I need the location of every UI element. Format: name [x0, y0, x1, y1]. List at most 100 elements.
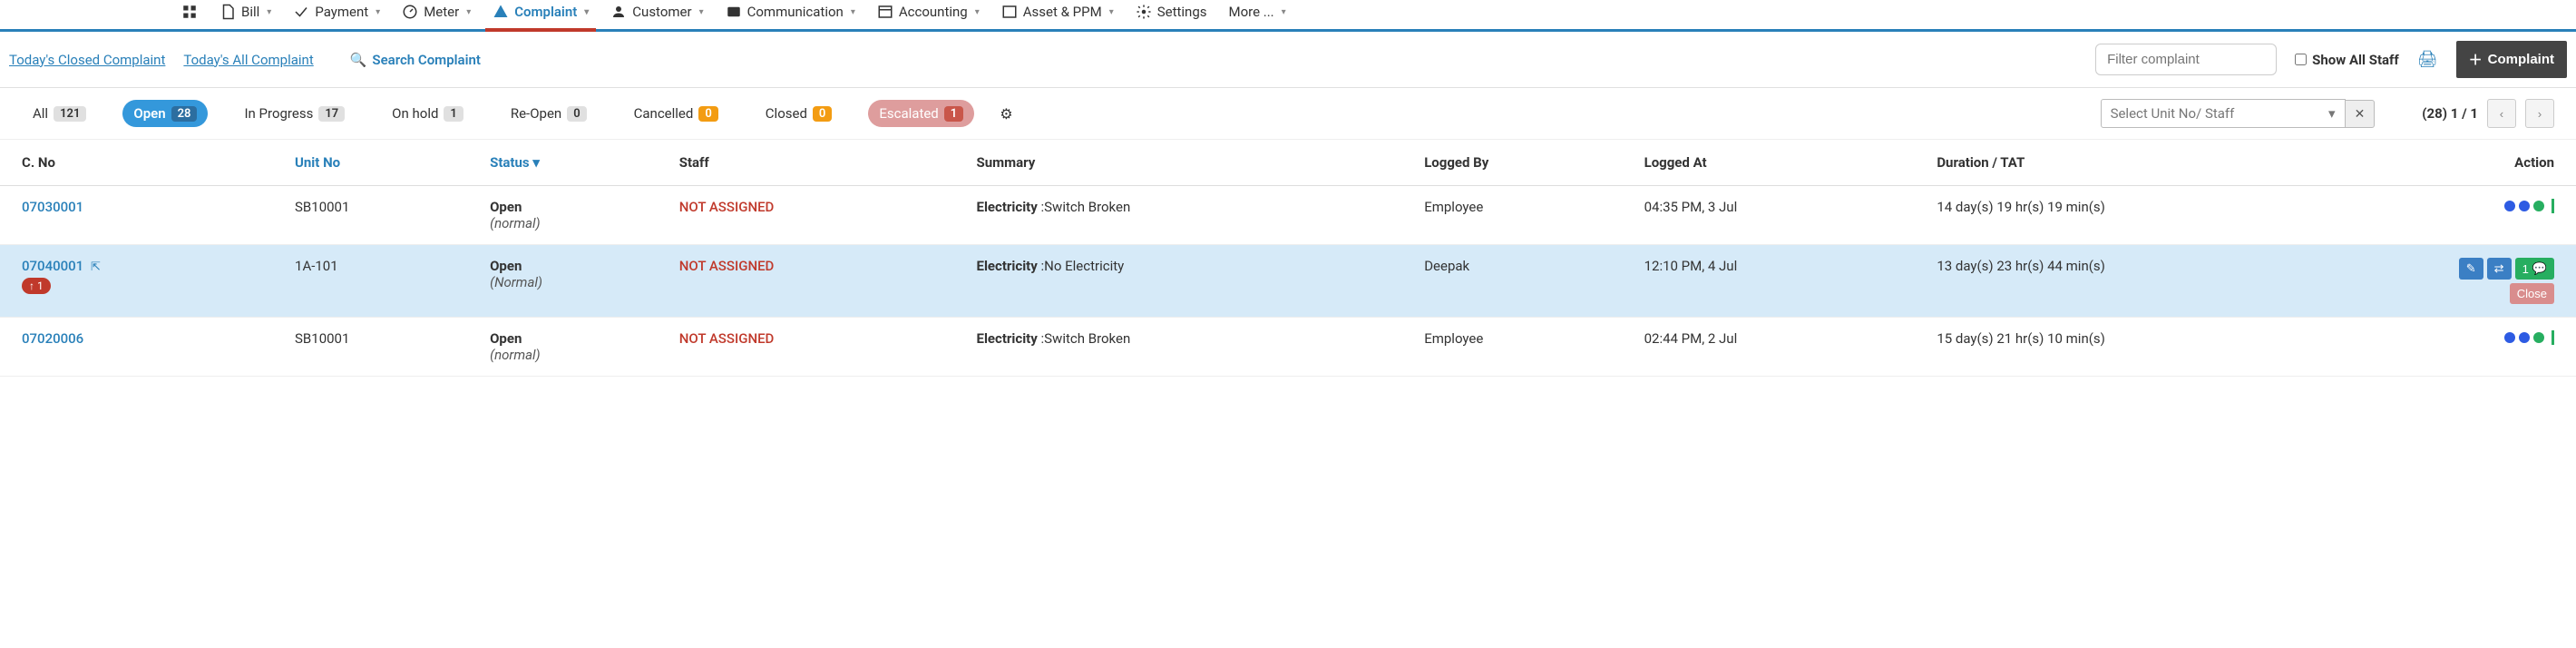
- plus-icon: ＋: [2469, 50, 2483, 69]
- print-icon[interactable]: 🖨: [2417, 50, 2438, 69]
- dot-icon: [2533, 201, 2544, 211]
- logged-at: 04:35 PM, 3 Jul: [1634, 186, 1927, 245]
- nav-meter[interactable]: Meter ▾: [402, 0, 471, 24]
- filter-label: Closed: [766, 105, 807, 122]
- show-all-checkbox[interactable]: [2295, 54, 2307, 65]
- th-loggedat[interactable]: Logged At: [1634, 140, 1927, 186]
- nav-communication[interactable]: Communication▾: [726, 0, 855, 24]
- search-complaint[interactable]: 🔍 Search Complaint: [350, 52, 481, 68]
- complaint-no[interactable]: 07020006: [22, 330, 83, 347]
- filter-inprogress[interactable]: In Progress 17: [233, 100, 356, 127]
- th-summary[interactable]: Summary: [966, 140, 1414, 186]
- unit-select-dropdown[interactable]: Select Unit No/ Staff ▾: [2101, 99, 2346, 128]
- complaint-no[interactable]: 07040001: [22, 258, 83, 274]
- todays-all-link[interactable]: Today's All Complaint: [183, 52, 313, 68]
- th-action[interactable]: Action: [2249, 140, 2576, 186]
- filter-onhold[interactable]: On hold 1: [381, 100, 474, 127]
- filter-label: All: [33, 105, 48, 122]
- status: Open: [490, 330, 522, 347]
- filter-complaint-input[interactable]: [2095, 44, 2277, 75]
- dot-icon: [2504, 332, 2515, 343]
- filter-count: 0: [813, 106, 832, 122]
- transfer-button[interactable]: ⇄: [2487, 258, 2512, 280]
- nav-label: Meter: [424, 4, 459, 20]
- nav-asset[interactable]: Asset & PPM▾: [1001, 0, 1114, 24]
- th-duration[interactable]: Duration / TAT: [1926, 140, 2249, 186]
- filter-settings-icon[interactable]: ⚙: [1000, 105, 1012, 123]
- nav-customer[interactable]: Customer▾: [610, 0, 703, 24]
- th-staff[interactable]: Staff: [668, 140, 966, 186]
- staff: NOT ASSIGNED: [679, 199, 775, 215]
- nav-label: Complaint: [514, 4, 577, 20]
- nav-label: More ...: [1229, 4, 1274, 20]
- complaint-no[interactable]: 07030001: [22, 199, 83, 215]
- bar-icon: [2552, 330, 2554, 345]
- action-dots[interactable]: [2260, 330, 2554, 345]
- status: Open: [490, 258, 522, 274]
- search-icon: 🔍: [350, 52, 367, 68]
- logged-by: Employee: [1413, 186, 1633, 245]
- filter-reopen[interactable]: Re-Open 0: [500, 100, 598, 127]
- filter-cancelled[interactable]: Cancelled 0: [623, 100, 729, 127]
- nav-payment[interactable]: Payment▾: [293, 0, 380, 24]
- external-link-icon[interactable]: ⇱: [91, 260, 101, 274]
- dot-icon: [2519, 332, 2530, 343]
- summary-text: :Switch Broken: [1038, 330, 1130, 347]
- nav-bill[interactable]: Bill▾: [220, 0, 271, 24]
- nav-label: Settings: [1157, 4, 1207, 20]
- table-row[interactable]: 07030001 SB10001 Open(normal) NOT ASSIGN…: [0, 186, 2576, 245]
- complaints-table: C. No Unit No Status ▾ Staff Summary Log…: [0, 140, 2576, 377]
- caret-icon: ▾: [699, 7, 704, 17]
- filter-count: 0: [567, 106, 586, 122]
- doc-icon: [220, 4, 236, 20]
- pager-prev[interactable]: ‹: [2487, 99, 2516, 128]
- filter-label: In Progress: [244, 105, 313, 122]
- pager-next[interactable]: ›: [2525, 99, 2554, 128]
- add-complaint-button[interactable]: ＋ Complaint: [2456, 41, 2567, 78]
- payment-icon: [293, 4, 309, 20]
- asset-icon: [1001, 4, 1018, 20]
- logged-by: Deepak: [1413, 245, 1633, 318]
- close-button[interactable]: Close: [2510, 283, 2554, 304]
- unit-select-placeholder: Select Unit No/ Staff: [2111, 105, 2235, 122]
- show-all-staff[interactable]: Show All Staff: [2295, 52, 2399, 68]
- nav-complaint[interactable]: Complaint ▾: [493, 0, 589, 24]
- th-unit[interactable]: Unit No: [284, 140, 479, 186]
- todays-closed-link[interactable]: Today's Closed Complaint: [9, 52, 165, 68]
- dashboard-icon: [181, 4, 198, 20]
- nav-label: Accounting: [899, 4, 968, 20]
- filter-open[interactable]: Open 28: [122, 100, 208, 127]
- sort-icon: ▾: [532, 154, 540, 171]
- nav-dashboard[interactable]: [181, 0, 198, 24]
- action-dots[interactable]: [2260, 199, 2554, 213]
- th-status[interactable]: Status ▾: [479, 140, 668, 186]
- dot-icon: [2504, 201, 2515, 211]
- nav-accounting[interactable]: Accounting ▾: [877, 0, 980, 24]
- nav-more[interactable]: More ...▾: [1229, 0, 1286, 24]
- caret-icon: ▾: [466, 7, 471, 17]
- chat-button[interactable]: 1 💬: [2515, 258, 2554, 280]
- filter-count: 28: [171, 106, 198, 122]
- up-arrow-icon: ↑: [29, 280, 34, 292]
- pager: (28) 1 / 1 ‹ ›: [2422, 99, 2554, 128]
- pager-total: (28): [2422, 105, 2447, 122]
- filter-closed[interactable]: Closed 0: [755, 100, 844, 127]
- filter-escalated[interactable]: Escalated 1: [868, 100, 974, 127]
- filter-count: 1: [444, 106, 463, 122]
- filter-count: 17: [318, 106, 345, 122]
- nav-settings[interactable]: Settings: [1136, 0, 1207, 24]
- table-row[interactable]: 07040001 ⇱ ↑1 1A-101 Open(Normal) NOT AS…: [0, 245, 2576, 318]
- th-loggedby[interactable]: Logged By: [1413, 140, 1633, 186]
- edit-button[interactable]: ✎: [2459, 258, 2483, 280]
- top-nav: Bill▾ Payment▾ Meter ▾ Complaint ▾ Custome…: [0, 0, 2576, 32]
- meter-icon: [402, 4, 418, 20]
- staff: NOT ASSIGNED: [679, 258, 775, 274]
- caret-icon: ▾: [584, 7, 589, 17]
- priority: (normal): [490, 215, 541, 231]
- caret-icon: ▾: [851, 7, 855, 17]
- th-cno[interactable]: C. No: [0, 140, 284, 186]
- filter-all[interactable]: All 121: [22, 100, 97, 127]
- caret-icon: ▾: [975, 7, 980, 17]
- unit-clear-button[interactable]: ✕: [2346, 100, 2376, 128]
- table-row[interactable]: 07020006 SB10001 Open(normal) NOT ASSIGN…: [0, 318, 2576, 377]
